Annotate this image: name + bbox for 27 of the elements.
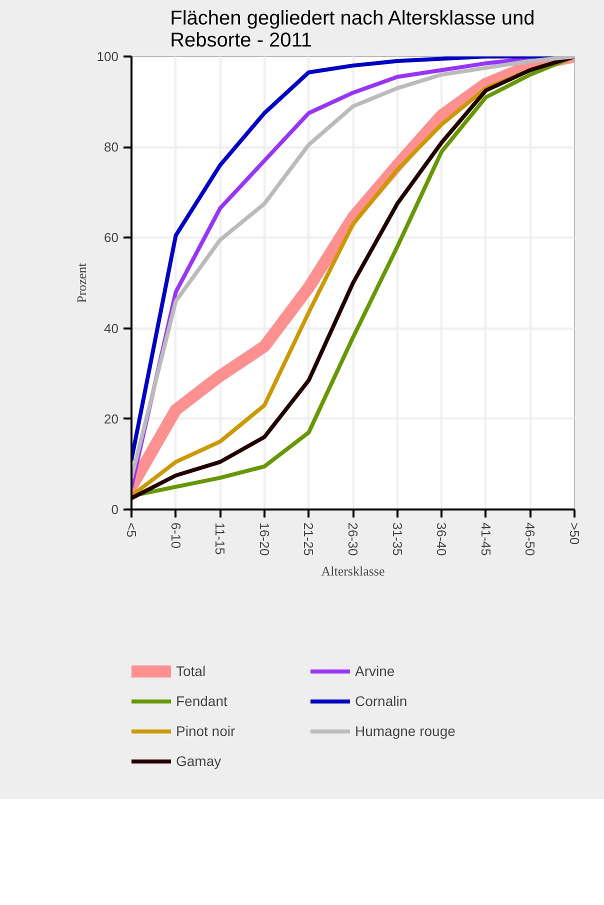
x-tick-label: 16-20 [256,522,272,556]
x-tick-label: 6-10 [168,522,184,549]
x-tick-label: 36-40 [434,522,450,556]
legend-label: Total [176,663,207,679]
y-tick-label: 40 [104,320,119,336]
legend-label: Humagne rouge [355,723,456,739]
y-tick-label: 100 [96,49,119,64]
legend-label: Cornalin [355,693,408,709]
x-tick-label: 26-30 [346,522,360,556]
y-tick-label: 0 [111,502,119,517]
x-tick-label: >50 [567,522,582,545]
x-tick-label: <5 [124,522,139,538]
x-tick-label: 41-45 [478,522,494,556]
legend-label: Fendant [176,693,228,709]
x-tick-label: 21-25 [301,522,316,556]
x-tick-label: 46-50 [522,522,538,556]
y-axis-title: Prozent [74,262,89,303]
x-tick-label: 11-15 [212,522,228,555]
chart-title: Flächen gegliedert nach Altersklasse und Rebsorte - 2011 [170,8,535,52]
y-tick-label: 60 [104,230,119,246]
y-tick-label: 20 [104,411,119,426]
x-tick-label: 31-35 [390,522,405,556]
legend-label: Gamay [176,753,222,769]
y-tick-label: 80 [104,140,119,155]
x-axis-title: Altersklasse [321,564,385,579]
legend-label: Arvine [355,663,396,679]
legend-label: Pinot noir [176,723,236,739]
